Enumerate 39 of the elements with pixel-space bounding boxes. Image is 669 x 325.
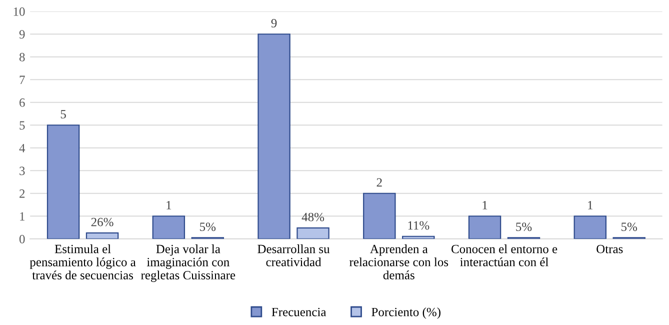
x-tick-label: Conocen el entorno e interactúan con él bbox=[451, 244, 558, 266]
y-tick-label: 7 bbox=[20, 76, 25, 84]
x-tick-label: Estimula el pensamiento lógico a través de secuencias bbox=[30, 244, 136, 280]
bar bbox=[86, 232, 119, 239]
data-label: 48% bbox=[302, 212, 324, 222]
x-tick-label: Deja volar la imaginación con regletas Cuissinare bbox=[141, 244, 236, 282]
data-label: 5% bbox=[516, 222, 532, 232]
y-tick-label: 5 bbox=[20, 121, 25, 130]
y-tick-label: 8 bbox=[19, 52, 25, 62]
y-tick-label: 10 bbox=[14, 7, 25, 16]
y-tick-label: 9 bbox=[19, 30, 25, 39]
data-label: 11% bbox=[408, 221, 430, 230]
data-label: 5% bbox=[200, 222, 216, 232]
y-tick-label: 2 bbox=[20, 189, 25, 198]
bar bbox=[258, 34, 290, 239]
y-tick-label: 3 bbox=[20, 166, 25, 176]
data-label: 1 bbox=[482, 201, 488, 210]
data-label: 1 bbox=[588, 201, 593, 210]
x-tick-label: Otras bbox=[596, 244, 623, 254]
data-label: 5 bbox=[60, 110, 66, 118]
bar bbox=[363, 192, 396, 239]
y-tick-label: 1 bbox=[20, 212, 24, 220]
bar bbox=[574, 216, 606, 239]
bar bbox=[468, 216, 502, 239]
bar bbox=[296, 227, 330, 239]
y-tick-label: 4 bbox=[19, 144, 26, 152]
x-tick-label: Desarrollan su creatividad bbox=[258, 244, 330, 266]
bar bbox=[152, 216, 186, 239]
x-tick-label: Aprenden a relacionarse con los demás bbox=[350, 244, 448, 280]
data-label: 2 bbox=[376, 178, 382, 187]
data-label: 1 bbox=[166, 201, 172, 210]
legend-label: Porciento (%) bbox=[372, 307, 440, 319]
bar bbox=[46, 124, 80, 239]
data-label: 9 bbox=[271, 19, 277, 28]
y-tick-label: 0 bbox=[19, 234, 25, 244]
legend-label: Frecuencia bbox=[272, 308, 326, 316]
y-tick-label: 6 bbox=[20, 98, 25, 107]
data-label: 5% bbox=[622, 222, 638, 232]
data-label: 26% bbox=[91, 218, 114, 226]
